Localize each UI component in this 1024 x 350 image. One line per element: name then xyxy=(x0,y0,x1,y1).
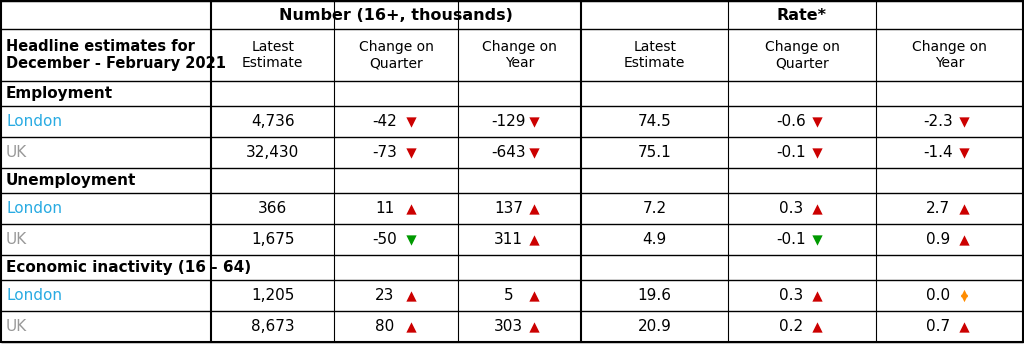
Text: UK: UK xyxy=(6,232,28,247)
Text: 0.3: 0.3 xyxy=(779,201,803,216)
Text: London: London xyxy=(6,201,62,216)
Point xyxy=(809,119,825,124)
Text: UK: UK xyxy=(6,145,28,160)
Point xyxy=(956,237,973,242)
Text: -643: -643 xyxy=(492,145,525,160)
Text: -73: -73 xyxy=(373,145,397,160)
Text: 8,673: 8,673 xyxy=(251,319,295,334)
Text: -42: -42 xyxy=(373,114,397,129)
Text: 0.9: 0.9 xyxy=(927,232,950,247)
Text: 4,736: 4,736 xyxy=(251,114,295,129)
Text: Change on
Quarter: Change on Quarter xyxy=(765,40,840,70)
Text: 1,675: 1,675 xyxy=(251,232,295,247)
Text: -2.3: -2.3 xyxy=(924,114,953,129)
Point xyxy=(402,119,419,124)
Text: Economic inactivity (16 - 64): Economic inactivity (16 - 64) xyxy=(6,260,251,275)
Point xyxy=(402,237,419,242)
Text: 23: 23 xyxy=(376,288,394,303)
Text: Change on
Year: Change on Year xyxy=(482,40,557,70)
Text: -0.1: -0.1 xyxy=(776,232,806,247)
Text: Change on
Year: Change on Year xyxy=(912,40,987,70)
Text: UK: UK xyxy=(6,319,28,334)
Point xyxy=(526,150,543,155)
Text: 80: 80 xyxy=(376,319,394,334)
Point xyxy=(956,150,973,155)
Text: Unemployment: Unemployment xyxy=(6,173,136,188)
Point xyxy=(956,290,973,296)
Text: 0.7: 0.7 xyxy=(927,319,950,334)
Text: 1,205: 1,205 xyxy=(251,288,294,303)
Point xyxy=(809,293,825,298)
Point xyxy=(526,237,543,242)
Text: 0.2: 0.2 xyxy=(779,319,803,334)
Text: 75.1: 75.1 xyxy=(638,145,672,160)
Text: -0.6: -0.6 xyxy=(776,114,806,129)
Text: -0.1: -0.1 xyxy=(776,145,806,160)
Point xyxy=(809,206,825,211)
Text: 4.9: 4.9 xyxy=(642,232,667,247)
Point xyxy=(809,324,825,329)
Text: 2.7: 2.7 xyxy=(927,201,950,216)
Point xyxy=(402,150,419,155)
Point xyxy=(402,324,419,329)
Point xyxy=(526,206,543,211)
Point xyxy=(402,293,419,298)
Text: Change on
Quarter: Change on Quarter xyxy=(358,40,433,70)
Text: 0.0: 0.0 xyxy=(927,288,950,303)
Text: 19.6: 19.6 xyxy=(638,288,672,303)
Text: -1.4: -1.4 xyxy=(924,145,953,160)
Text: Headline estimates for
December - February 2021: Headline estimates for December - Februa… xyxy=(6,39,226,71)
Text: Latest
Estimate: Latest Estimate xyxy=(242,40,303,70)
Text: 74.5: 74.5 xyxy=(638,114,672,129)
Text: 303: 303 xyxy=(494,319,523,334)
Point xyxy=(956,324,973,329)
Point xyxy=(809,237,825,242)
Text: 20.9: 20.9 xyxy=(638,319,672,334)
Text: 5: 5 xyxy=(504,288,513,303)
Point xyxy=(956,295,973,301)
Text: Number (16+, thousands): Number (16+, thousands) xyxy=(280,7,513,22)
Text: London: London xyxy=(6,288,62,303)
Point xyxy=(526,119,543,124)
Text: 7.2: 7.2 xyxy=(643,201,667,216)
Point xyxy=(526,293,543,298)
Text: 137: 137 xyxy=(494,201,523,216)
Text: London: London xyxy=(6,114,62,129)
Text: 0.3: 0.3 xyxy=(779,288,803,303)
Point xyxy=(526,324,543,329)
Point xyxy=(956,119,973,124)
Text: Latest
Estimate: Latest Estimate xyxy=(624,40,685,70)
Text: 32,430: 32,430 xyxy=(246,145,299,160)
Text: 311: 311 xyxy=(494,232,523,247)
Text: 366: 366 xyxy=(258,201,288,216)
Point xyxy=(402,206,419,211)
Text: Employment: Employment xyxy=(6,86,113,101)
Text: Rate*: Rate* xyxy=(777,7,827,22)
Text: -50: -50 xyxy=(373,232,397,247)
Text: 11: 11 xyxy=(376,201,394,216)
Point xyxy=(956,206,973,211)
Text: -129: -129 xyxy=(492,114,525,129)
Point xyxy=(809,150,825,155)
